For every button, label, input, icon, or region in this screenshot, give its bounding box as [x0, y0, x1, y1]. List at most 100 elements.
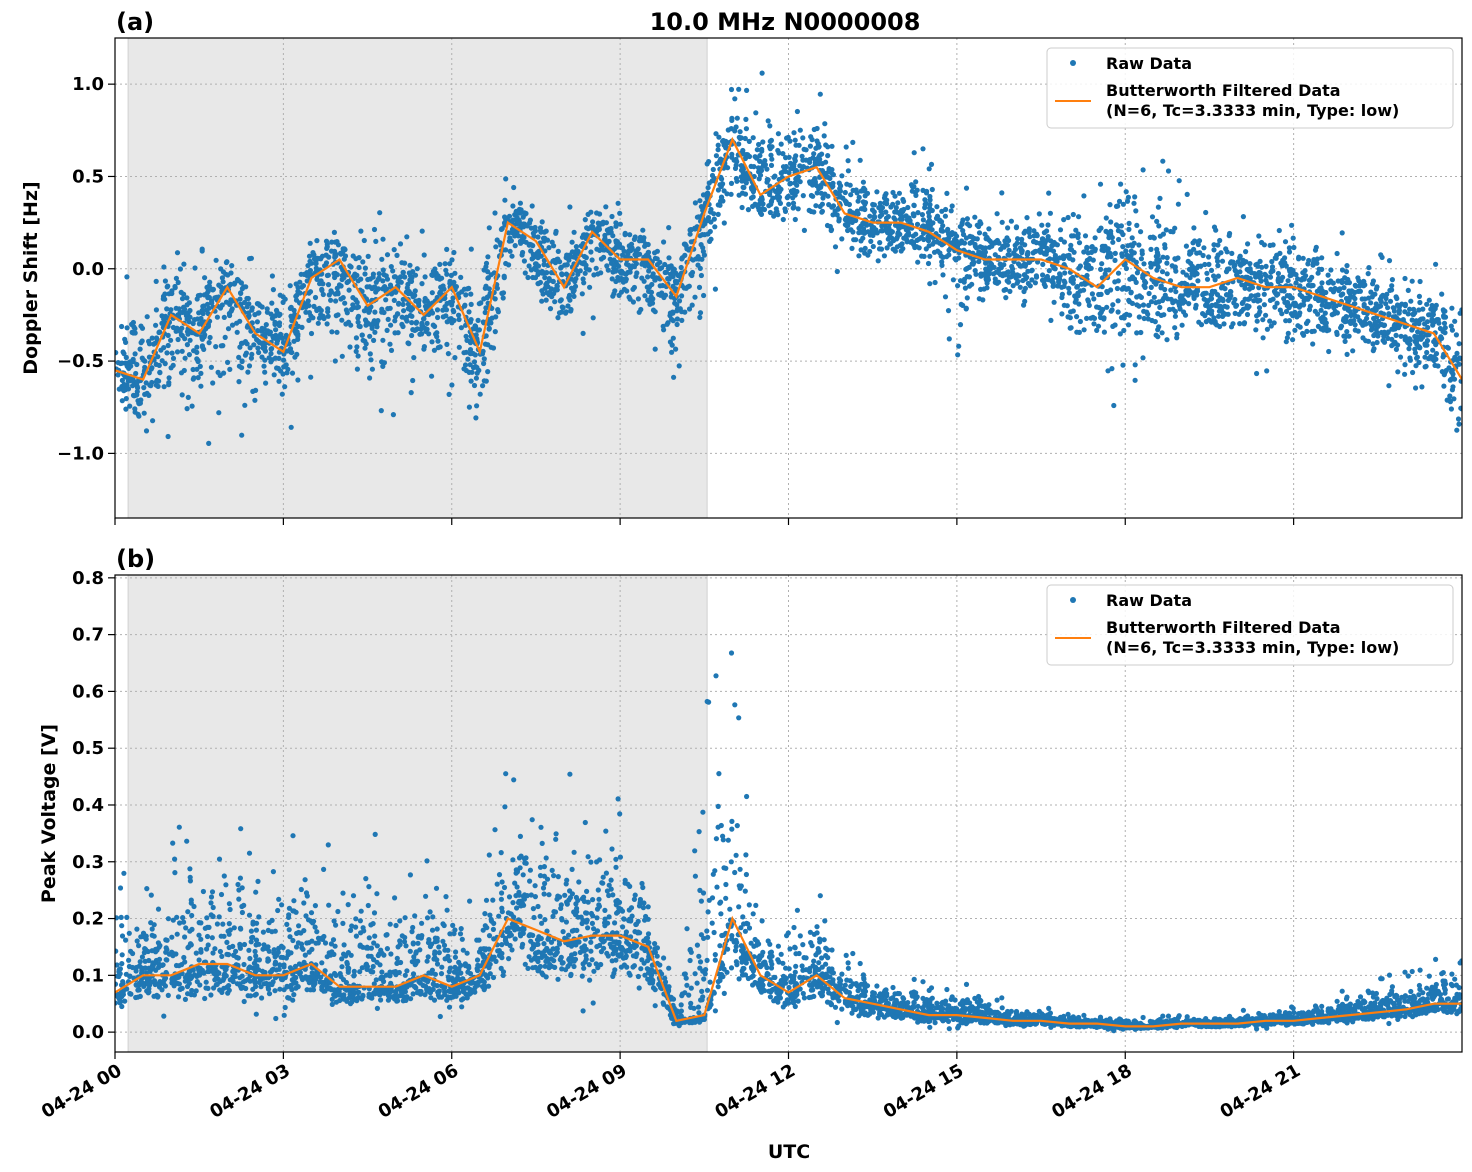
raw-point [972, 268, 978, 274]
raw-point [1055, 283, 1062, 289]
raw-point [1073, 227, 1079, 233]
raw-point [246, 947, 252, 953]
raw-point [430, 322, 436, 328]
raw-point [1397, 354, 1404, 360]
raw-point [723, 141, 729, 148]
raw-point [287, 283, 293, 289]
raw-point [156, 961, 162, 967]
raw-point [365, 253, 371, 259]
raw-point [950, 277, 957, 283]
raw-point [194, 366, 200, 372]
raw-point [173, 305, 179, 311]
raw-point [595, 220, 601, 226]
raw-point [200, 311, 206, 317]
raw-point [220, 269, 226, 275]
raw-point [1166, 306, 1173, 313]
raw-point [862, 201, 868, 207]
raw-point [143, 975, 149, 981]
raw-point [185, 394, 191, 400]
raw-point [697, 233, 703, 239]
raw-point [282, 296, 288, 302]
raw-point [1376, 303, 1382, 309]
raw-point [1098, 309, 1104, 315]
raw-point [1017, 284, 1023, 290]
raw-point [266, 355, 272, 361]
raw-point [1117, 331, 1123, 337]
raw-point [263, 322, 269, 328]
raw-point [736, 141, 742, 147]
raw-point [834, 212, 840, 218]
raw-point [1301, 332, 1307, 338]
raw-point [215, 369, 221, 375]
raw-point [821, 133, 827, 139]
raw-point [942, 294, 949, 300]
raw-point [1103, 215, 1109, 221]
raw-point [742, 155, 749, 162]
raw-point [1159, 269, 1166, 275]
raw-point [125, 386, 132, 392]
raw-point [262, 357, 268, 363]
raw-point [862, 245, 868, 251]
raw-point [135, 385, 141, 391]
raw-point [464, 337, 470, 343]
raw-point [259, 325, 265, 331]
raw-point [210, 904, 216, 911]
y-tick-label: −0.5 [57, 351, 104, 372]
raw-point [277, 311, 283, 317]
raw-point [470, 350, 476, 357]
raw-point [1315, 270, 1321, 276]
raw-point [169, 976, 175, 982]
raw-point [509, 226, 515, 233]
raw-point [368, 357, 374, 363]
raw-point [845, 168, 852, 174]
raw-point [419, 281, 425, 287]
raw-point [388, 322, 394, 328]
raw-point [1415, 329, 1421, 335]
raw-point [318, 256, 324, 262]
raw-point [768, 152, 774, 158]
raw-point [267, 969, 274, 975]
raw-point [194, 344, 200, 350]
raw-point [1343, 269, 1350, 275]
raw-point [281, 351, 287, 357]
raw-point [1167, 278, 1174, 284]
raw-point [434, 307, 441, 313]
raw-point [1074, 284, 1080, 290]
raw-point [1026, 229, 1032, 236]
raw-point [174, 914, 180, 920]
raw-point [463, 292, 469, 298]
raw-point [194, 296, 200, 302]
raw-point [227, 366, 233, 372]
raw-point [312, 294, 319, 301]
raw-point [311, 256, 317, 262]
raw-point [1343, 333, 1349, 340]
raw-point [529, 203, 535, 209]
raw-point [390, 268, 396, 274]
raw-point [495, 309, 501, 315]
raw-point [1338, 292, 1344, 298]
raw-point [809, 137, 815, 143]
raw-point [834, 268, 840, 275]
raw-point [682, 309, 688, 315]
raw-point [1412, 346, 1418, 352]
raw-point [1123, 248, 1129, 254]
raw-point [875, 258, 881, 264]
plot-frame [114, 37, 1463, 519]
raw-point [151, 933, 157, 939]
raw-point [970, 256, 976, 263]
legend-raw-label: Raw Data [1106, 54, 1192, 73]
raw-point [569, 239, 575, 245]
raw-point [715, 187, 722, 193]
raw-point [1259, 239, 1265, 246]
raw-point [611, 263, 617, 269]
raw-data-series [115, 650, 1462, 1034]
raw-point [613, 223, 619, 229]
raw-point [247, 978, 253, 984]
raw-point [1141, 261, 1147, 267]
raw-point [1120, 201, 1126, 207]
raw-point [132, 330, 138, 336]
raw-point [1248, 293, 1254, 299]
raw-point [242, 978, 248, 984]
raw-point [1039, 236, 1045, 242]
raw-point [155, 354, 161, 360]
